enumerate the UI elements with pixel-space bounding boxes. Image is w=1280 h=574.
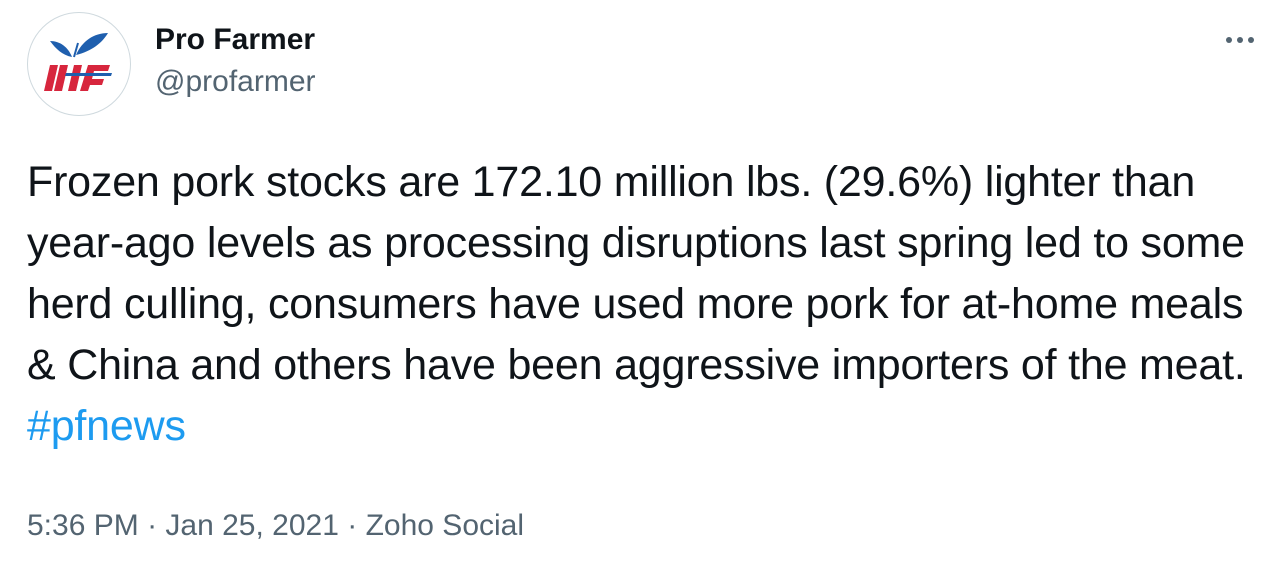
author-display-name[interactable]: Pro Farmer xyxy=(155,23,316,56)
avatar[interactable] xyxy=(27,12,131,116)
tweet-metadata: 5:36 PM · Jan 25, 2021 · Zoho Social xyxy=(27,508,524,544)
tweet-source[interactable]: Zoho Social xyxy=(365,509,525,542)
tweet-text-content: Frozen pork stocks are 172.10 million lb… xyxy=(27,158,1246,389)
author-handle[interactable]: @profarmer xyxy=(155,65,316,98)
meta-separator: · xyxy=(347,509,358,542)
meta-separator: · xyxy=(147,509,158,542)
more-options-button[interactable] xyxy=(1220,22,1260,58)
pro-farmer-logo-icon xyxy=(44,33,112,91)
hashtag-link[interactable]: #pfnews xyxy=(27,402,186,450)
tweet-text: Frozen pork stocks are 172.10 million lb… xyxy=(27,152,1267,457)
more-horizontal-icon xyxy=(1226,37,1254,43)
tweet-time[interactable]: 5:36 PM xyxy=(27,509,139,542)
tweet-date[interactable]: Jan 25, 2021 xyxy=(165,509,339,542)
